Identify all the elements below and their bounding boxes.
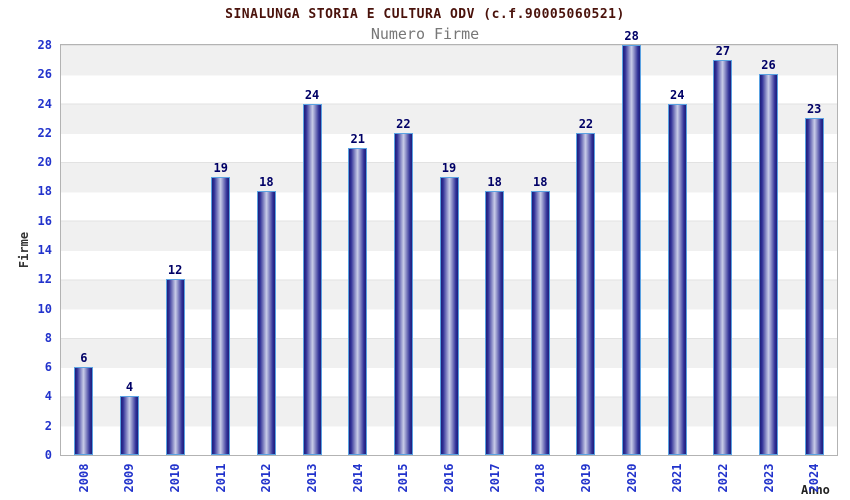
bar-value-label: 27	[715, 43, 731, 58]
bar	[256, 191, 276, 455]
bar-value-label: 4	[125, 380, 134, 395]
y-axis-tick-label: 8	[44, 330, 52, 345]
y-axis-tick-label: 24	[37, 96, 52, 111]
bar	[393, 132, 413, 455]
bar	[804, 118, 824, 455]
bar-value-label: 21	[350, 131, 365, 146]
bar-value-label: 22	[578, 116, 594, 131]
x-axis-tick-label: 2009	[122, 463, 137, 493]
x-axis-tick-label: 2016	[442, 463, 456, 493]
y-axis-tick-label: 2	[44, 418, 52, 433]
x-axis-tick-label: 2017	[487, 463, 502, 493]
bar-value-label: 24	[304, 87, 320, 102]
bar	[622, 45, 642, 455]
bar	[74, 367, 94, 455]
x-axis-tick-label: 2023	[761, 463, 776, 493]
bar-value-label: 18	[259, 175, 274, 190]
x-axis-tick-label: 2024	[807, 463, 822, 493]
bar	[211, 176, 231, 455]
y-axis-tick-label: 16	[37, 213, 52, 228]
bar-value-label: 18	[533, 175, 548, 190]
x-axis-tick-label: 2022	[715, 463, 730, 493]
x-axis-tick-label: 2011	[213, 463, 228, 493]
bar	[530, 191, 550, 455]
y-axis-tick-label: 0	[44, 448, 52, 462]
y-axis-tick-label: 6	[44, 360, 52, 375]
bar	[439, 176, 459, 455]
bar	[485, 191, 505, 455]
y-axis-tick-label: 26	[37, 67, 52, 82]
bar-value-label: 12	[167, 263, 183, 278]
bar-value-label: 22	[396, 116, 411, 131]
x-axis-tick-label: 2012	[259, 463, 274, 493]
bar-value-label: 19	[441, 160, 457, 175]
chart-title: SINALUNGA STORIA E CULTURA ODV (c.f.9000…	[225, 7, 625, 22]
bar-value-label: 28	[624, 29, 639, 43]
x-axis-tick-label: 2010	[168, 463, 183, 493]
bar	[667, 103, 687, 455]
bar-value-label: 26	[761, 58, 776, 73]
y-axis-tick-label: 4	[44, 389, 52, 404]
y-axis-tick-label: 28	[37, 38, 52, 52]
chart-subtitle: Numero Firme	[370, 25, 480, 43]
x-axis-tick-label: 2008	[76, 463, 91, 493]
x-axis-tick-label: 2013	[305, 463, 320, 493]
bar	[576, 132, 596, 455]
bar-value-label: 23	[806, 102, 822, 117]
y-axis-tick-label: 22	[37, 125, 52, 140]
y-axis-tick-label: 10	[37, 301, 52, 316]
x-axis-tick-label: 2019	[578, 463, 593, 493]
bar-value-label: 19	[213, 160, 228, 175]
y-axis-tick-label: 12	[37, 272, 52, 287]
bar	[759, 74, 779, 455]
bar	[348, 147, 368, 455]
bar	[713, 59, 733, 455]
y-axis-tick-label: 20	[37, 155, 52, 170]
x-axis-tick-label: 2015	[396, 463, 411, 493]
bar	[165, 279, 185, 455]
x-axis-title: Anno	[801, 483, 830, 497]
x-axis-tick-label: 2018	[533, 463, 548, 493]
x-axis-tick-label: 2021	[670, 463, 685, 493]
x-axis-tick-label: 2014	[350, 463, 365, 493]
bar	[302, 103, 322, 455]
y-axis-tick-label: 14	[37, 243, 52, 257]
y-axis-tick-label: 18	[37, 184, 52, 199]
bar-value-label: 24	[670, 87, 685, 102]
bar-value-label: 6	[80, 351, 88, 366]
bar-value-label: 18	[487, 175, 502, 190]
x-axis-tick-label: 2020	[624, 463, 639, 493]
bar	[119, 396, 139, 455]
